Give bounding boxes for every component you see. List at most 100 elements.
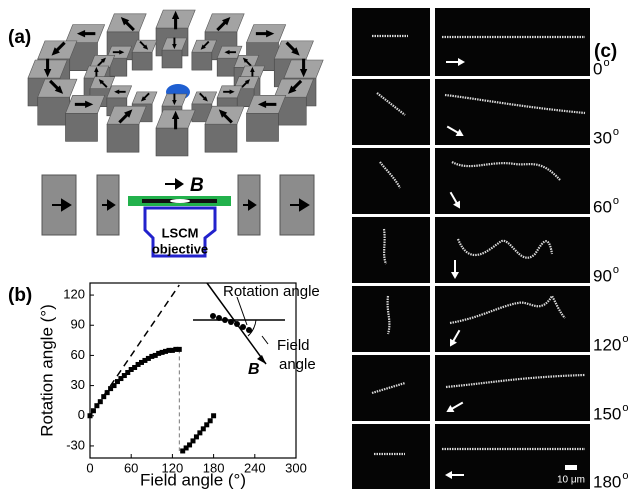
degree-mark: o <box>622 470 628 482</box>
arrow <box>114 89 126 95</box>
micrograph <box>435 424 590 489</box>
magnet-arrow <box>172 37 177 50</box>
field-arrow <box>449 191 460 209</box>
reference-line <box>89 284 180 417</box>
arrow <box>288 79 303 94</box>
magnet-arrow <box>51 41 66 56</box>
micrograph <box>352 148 430 214</box>
data-point <box>118 376 124 382</box>
arrow <box>446 405 455 412</box>
setup-schematic: B LSCM objective <box>41 174 315 258</box>
micrograph <box>352 79 430 145</box>
arrow <box>120 17 135 32</box>
micrograph <box>435 286 590 352</box>
field-label: B <box>190 175 204 196</box>
y-axis-title: Rotation angle (°) <box>37 304 56 436</box>
data-point <box>163 348 169 354</box>
x-tick-label: 180 <box>203 460 225 475</box>
data-point <box>145 355 151 361</box>
micrograph <box>435 148 590 214</box>
data-point <box>114 379 120 385</box>
arrow <box>74 100 94 109</box>
data-point <box>159 349 165 355</box>
data-point <box>180 448 186 454</box>
data-point <box>187 442 193 448</box>
y-tick-label: 90 <box>71 317 85 332</box>
objective-label: objective <box>152 241 208 256</box>
arrow <box>49 79 64 94</box>
arrow <box>257 100 277 109</box>
magnet-arrow <box>250 66 255 79</box>
degree-mark: o <box>613 264 619 276</box>
angle-label: 90 <box>593 266 612 285</box>
magnet-arrow <box>114 89 126 95</box>
inset-label: angle <box>279 356 316 373</box>
field-arrow <box>446 125 464 136</box>
magnet-arrow <box>98 79 108 88</box>
arrow <box>200 40 210 50</box>
filament <box>386 295 391 335</box>
field-arrow <box>445 471 464 479</box>
filament <box>449 293 566 325</box>
panel-label: (a) <box>8 27 31 48</box>
arrow <box>97 57 106 67</box>
arrow <box>139 40 149 50</box>
angle-label: 30 <box>593 128 612 147</box>
y-tick-label: 30 <box>71 377 85 392</box>
x-tick-label: 300 <box>285 460 307 475</box>
magnet-side <box>106 123 140 153</box>
magnet-arrow <box>97 57 106 67</box>
magnet-ring <box>27 9 324 157</box>
field-arrow <box>446 58 465 66</box>
micrograph <box>352 286 430 352</box>
magnet-arrow <box>74 100 94 109</box>
data-point <box>152 352 158 358</box>
arrow <box>112 49 125 55</box>
degree-mark: o <box>603 57 609 69</box>
filament <box>444 93 586 115</box>
magnet-arrow <box>224 49 236 55</box>
data-point <box>197 430 203 436</box>
data-point <box>200 426 206 432</box>
magnet-arrow <box>255 29 275 38</box>
magnet-arrow <box>171 10 180 30</box>
magnet-arrow <box>257 100 277 109</box>
arrow <box>445 471 452 479</box>
arrow <box>172 93 177 106</box>
data-point <box>132 364 138 370</box>
arrow <box>451 272 459 279</box>
y-tick-label: 0 <box>78 407 85 422</box>
x-axis-title: Field angle (°) <box>140 470 246 489</box>
degree-mark: o <box>613 126 619 138</box>
x-tick-label: 0 <box>86 460 93 475</box>
data-point <box>183 445 189 451</box>
magnet-arrow <box>43 58 52 78</box>
y-tick-label: -30 <box>66 437 85 452</box>
magnet-side <box>131 51 153 71</box>
data-point <box>190 438 196 444</box>
arrow <box>199 92 208 102</box>
filament <box>376 92 406 116</box>
data-point <box>142 357 148 363</box>
magnet-side <box>65 113 98 142</box>
plot-frame <box>89 282 297 459</box>
panel-label: (c) <box>594 41 617 62</box>
magnet-arrow <box>241 79 251 88</box>
arrow <box>172 37 177 50</box>
degree-mark: o <box>622 402 628 414</box>
arrow <box>51 41 66 56</box>
angle-label: 180 <box>593 472 621 489</box>
field-arrow <box>451 260 459 279</box>
scale-bar <box>565 465 577 470</box>
magnet-side <box>246 113 279 142</box>
angle-label: 60 <box>593 197 612 216</box>
magnet-arrow <box>118 109 133 124</box>
magnet-arrow <box>200 40 210 50</box>
micrograph <box>352 217 430 283</box>
arrow <box>171 110 180 130</box>
magnet-arrow <box>120 17 135 32</box>
data-point <box>149 353 155 359</box>
